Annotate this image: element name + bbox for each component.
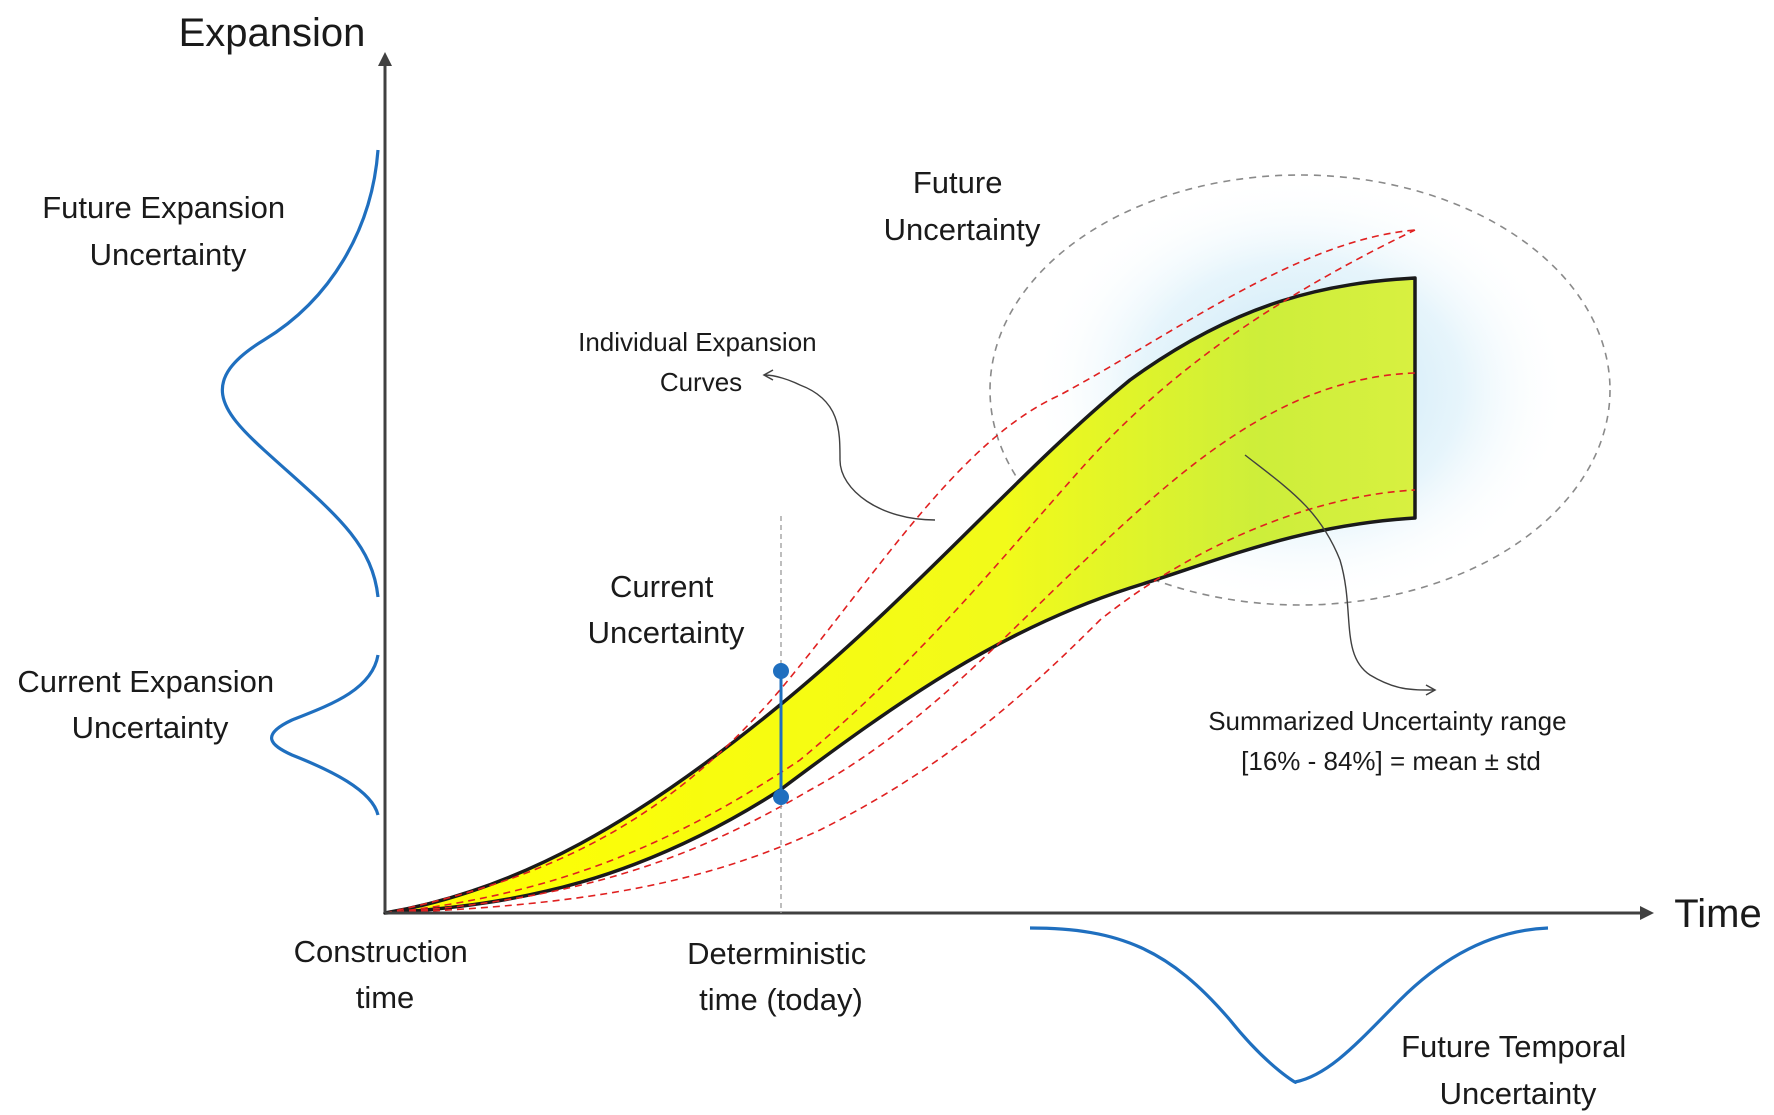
deterministic-time-line-1: Deterministic	[687, 936, 866, 971]
future-expansion-distribution-curve	[220, 149, 380, 598]
current-uncertainty-upper-point	[773, 663, 789, 679]
deterministic-time-label: Deterministic time (today)	[687, 936, 875, 1017]
future-expansion-uncertainty-line-1: Future Expansion	[42, 190, 285, 225]
current-uncertainty-line-2: Uncertainty	[588, 615, 745, 650]
individual-expansion-curves-label: Individual Expansion Curves	[578, 327, 824, 397]
current-expansion-uncertainty-line-1: Current Expansion	[17, 664, 274, 699]
construction-time-line-2: time	[356, 980, 415, 1015]
current-expansion-uncertainty-label: Current Expansion Uncertainty	[17, 664, 282, 745]
summarized-uncertainty-range-line-2: [16% - 84%] = mean ± std	[1241, 746, 1541, 776]
current-uncertainty-label: Current Uncertainty	[588, 569, 745, 650]
current-expansion-distribution-curve	[270, 654, 380, 816]
future-temporal-uncertainty-line-1: Future Temporal	[1401, 1029, 1626, 1064]
individual-curve-3	[384, 372, 1416, 914]
future-uncertainty-line-2: Uncertainty	[884, 212, 1041, 247]
current-uncertainty-lower-point	[773, 789, 789, 805]
future-uncertainty-label: Future Uncertainty	[884, 165, 1041, 247]
summarized-range-connector	[1244, 454, 1437, 696]
current-uncertainty-line-1: Current	[610, 569, 714, 604]
individual-expansion-curves	[384, 229, 1416, 914]
individual-curve-1	[384, 229, 1416, 914]
x-axis-label: Time	[1674, 892, 1761, 936]
individual-curve-2	[384, 229, 1416, 914]
future-expansion-uncertainty-label: Future Expansion Uncertainty	[42, 190, 294, 272]
future-temporal-uncertainty-label: Future Temporal Uncertainty	[1401, 1029, 1635, 1111]
future-temporal-distribution-curve	[1029, 926, 1549, 1084]
individual-expansion-curves-line-2: Curves	[660, 367, 742, 397]
individual-curves-connector	[762, 369, 936, 521]
individual-expansion-curves-line-1: Individual Expansion	[578, 327, 817, 357]
individual-curve-4	[384, 489, 1416, 914]
deterministic-time-line-2: time (today)	[699, 982, 863, 1017]
future-uncertainty-ellipse	[989, 174, 1611, 606]
future-expansion-uncertainty-line-2: Uncertainty	[90, 237, 247, 272]
summarized-uncertainty-range-line-1: Summarized Uncertainty range	[1208, 706, 1566, 736]
current-expansion-uncertainty-line-2: Uncertainty	[72, 710, 229, 745]
summarized-uncertainty-range-label: Summarized Uncertainty range [16% - 84%]…	[1208, 706, 1574, 776]
future-uncertainty-line-1: Future	[913, 165, 1003, 200]
y-axis-label: Expansion	[179, 11, 366, 55]
construction-time-label: Construction time	[294, 934, 477, 1015]
construction-time-line-1: Construction	[294, 934, 468, 969]
future-temporal-uncertainty-line-2: Uncertainty	[1440, 1076, 1597, 1111]
